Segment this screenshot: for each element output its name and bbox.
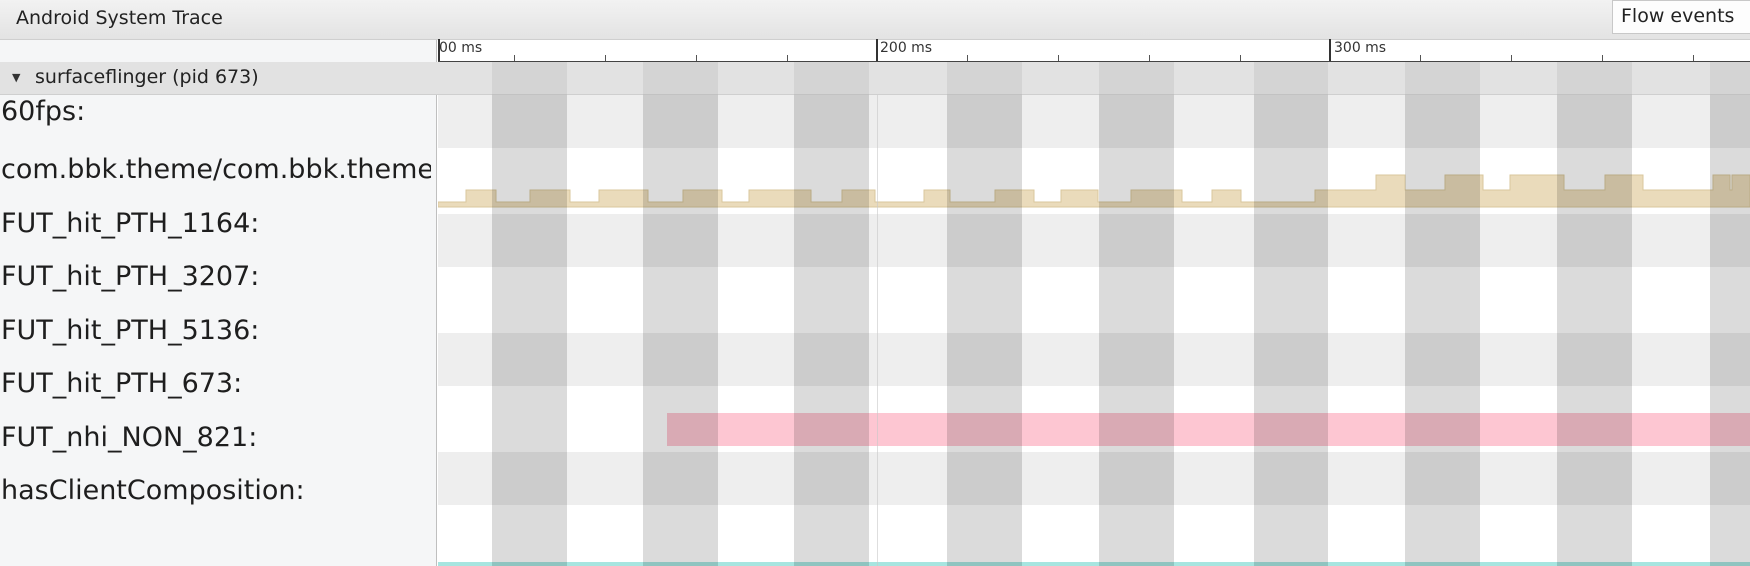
track-label[interactable]: FUT_hit_PTH_1164: [1, 208, 260, 239]
track-label[interactable]: 60fps: [1, 96, 86, 127]
ruler-minor-tick [1149, 55, 1150, 61]
ruler-minor-tick [696, 55, 697, 61]
counter-area [438, 174, 1750, 208]
ruler-major-tick [438, 39, 440, 61]
process-label: surfaceflinger (pid 673) [35, 66, 259, 88]
triangle-down-icon[interactable]: ▼ [12, 71, 21, 84]
track-label[interactable]: com.bbk.theme/com.bbk.theme [1, 154, 431, 185]
vsync-band-header [1099, 62, 1174, 95]
ruler-major-tick [876, 39, 878, 61]
vsync-band [492, 95, 567, 566]
app-title: Android System Trace [16, 7, 223, 29]
ruler-minor-tick [967, 55, 968, 61]
ruler-label: 00 ms [439, 40, 483, 56]
vsync-band-header [794, 62, 869, 95]
vsync-band-header [947, 62, 1022, 95]
vsync-band-header [492, 62, 567, 95]
track-label[interactable]: FUT_hit_PTH_673: [1, 368, 243, 399]
track-label[interactable]: FUT_hit_PTH_5136: [1, 315, 260, 346]
vsync-band [1710, 95, 1750, 566]
ruler-minor-tick [1511, 55, 1512, 61]
vsync-band [1405, 95, 1480, 566]
ruler-minor-tick [1058, 55, 1059, 61]
ruler-label: 300 ms [1334, 40, 1387, 56]
process-header[interactable]: ▼ surfaceflinger (pid 673) [0, 62, 1750, 95]
slice-fut-hit-pth-673[interactable] [667, 413, 1750, 446]
ruler-minor-tick [1693, 55, 1694, 61]
vsync-band [1557, 95, 1632, 566]
ruler-major-tick [1329, 39, 1331, 61]
track-label-panel [0, 40, 437, 566]
vsync-band-header [1710, 62, 1750, 95]
track-area[interactable] [438, 95, 1750, 566]
ruler-label: 200 ms [880, 40, 933, 56]
track-label[interactable]: hasClientComposition: [1, 475, 305, 506]
flow-events-button[interactable]: Flow events [1612, 0, 1750, 34]
vsync-band [794, 95, 869, 566]
cursor-line [877, 95, 878, 566]
vsync-band-header [643, 62, 718, 95]
ruler-minor-tick [605, 55, 606, 61]
counter-graph [438, 174, 1750, 208]
track-row [438, 333, 1750, 386]
vsync-band [1099, 95, 1174, 566]
title-bar: Android System Trace Flow events [0, 0, 1750, 40]
vsync-band-header [1557, 62, 1632, 95]
vsync-band [643, 95, 718, 566]
vsync-band-header [1405, 62, 1480, 95]
track-row [438, 267, 1750, 333]
track-row [438, 95, 1750, 148]
ruler-minor-tick [514, 55, 515, 61]
ruler-minor-tick [1602, 55, 1603, 61]
ruler-minor-tick [787, 55, 788, 61]
ruler-minor-tick [1420, 55, 1421, 61]
track-label[interactable]: FUT_hit_PTH_3207: [1, 261, 260, 292]
time-ruler[interactable]: 00 ms 200 ms 300 ms [438, 39, 1750, 62]
ruler-minor-tick [1240, 55, 1241, 61]
vsync-band [1254, 95, 1328, 566]
slice-has-client-composition[interactable] [438, 562, 1750, 566]
track-label[interactable]: FUT_nhi_NON_821: [1, 422, 258, 453]
vsync-band [947, 95, 1022, 566]
track-row [438, 214, 1750, 267]
vsync-band-header [1254, 62, 1328, 95]
track-row [438, 505, 1750, 566]
track-row [438, 452, 1750, 505]
